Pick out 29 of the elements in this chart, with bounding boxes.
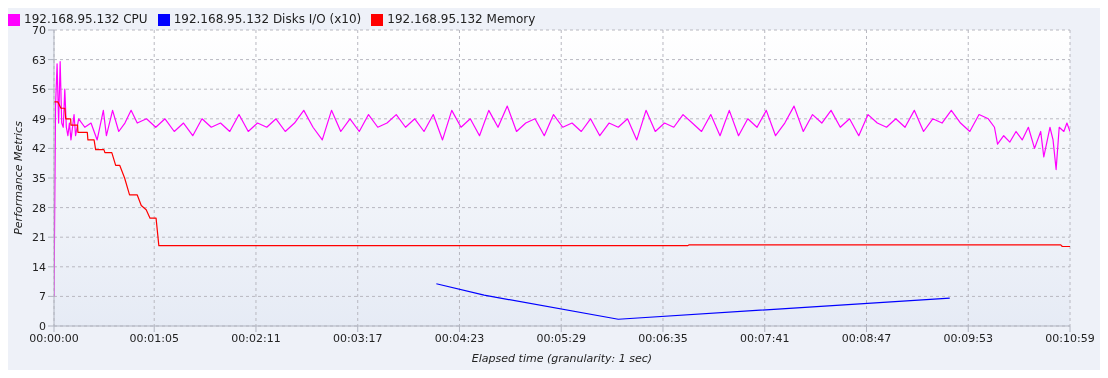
y-tick-label: 35: [32, 171, 46, 185]
x-tick-label: 00:06:35: [638, 331, 688, 345]
y-tick-label: 42: [32, 142, 46, 156]
x-tick-label: 00:05:29: [536, 331, 586, 345]
y-tick-label: 63: [32, 53, 46, 67]
y-tick-label: 70: [32, 23, 46, 37]
legend-label: 192.168.95.132 Memory: [387, 12, 536, 26]
y-tick-label: 0: [39, 319, 46, 333]
x-tick-label: 00:02:11: [231, 331, 281, 345]
y-tick-label: 49: [32, 112, 46, 126]
line-series: [54, 101, 1070, 248]
legend-label: 192.168.95.132 CPU: [24, 12, 148, 26]
x-tick-label: 00:10:59: [1045, 331, 1095, 345]
y-tick-label: 28: [32, 201, 46, 215]
legend-label: 192.168.95.132 Disks I/O (x10): [173, 12, 362, 26]
y-tick-label: 14: [32, 260, 46, 274]
y-tick-label: 21: [32, 231, 46, 245]
x-tick-label: 00:07:41: [740, 331, 790, 345]
x-axis-title: Elapsed time (granularity: 1 sec): [471, 352, 653, 365]
y-tick-label: 56: [32, 83, 46, 97]
x-tick-label: 00:01:05: [129, 331, 179, 345]
x-tick-label: 00:08:47: [841, 331, 892, 345]
line-series: [435, 283, 951, 320]
x-tick-label: 00:04:23: [434, 331, 485, 345]
x-tick-label: 00:03:17: [333, 331, 383, 345]
x-tick-label: 00:00:00: [29, 331, 79, 345]
x-tick-label: 00:09:53: [943, 331, 993, 345]
y-axis-title: Performance Metrics: [11, 120, 25, 235]
y-tick-label: 7: [39, 290, 46, 304]
